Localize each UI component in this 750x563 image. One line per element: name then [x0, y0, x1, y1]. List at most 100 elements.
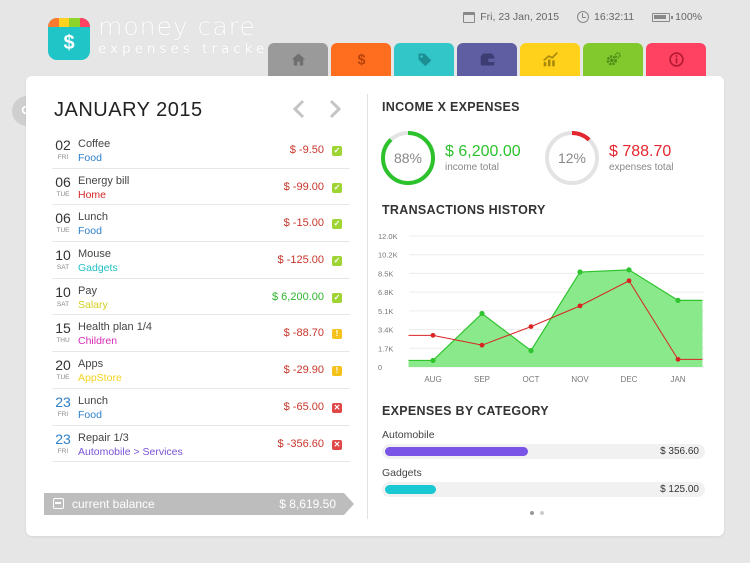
tab-home[interactable] [268, 43, 328, 76]
page-dot[interactable] [530, 511, 534, 515]
expenses-by-category-title: EXPENSES BY CATEGORY [382, 404, 549, 418]
transaction-name: Health plan 1/4 [78, 321, 152, 334]
transaction-day: 10 [55, 283, 71, 300]
transaction-day: 20 [55, 357, 71, 374]
logo-strip [79, 18, 90, 27]
transaction-weekday: FRI [57, 154, 69, 161]
tab-reports[interactable] [520, 43, 580, 76]
info-icon [668, 52, 684, 67]
income-arc [381, 131, 435, 185]
category-bar-fill [385, 485, 436, 494]
warning-icon[interactable]: ! [332, 366, 342, 377]
transaction-row[interactable]: 02 FRI Coffee Food $ -9.50 ✓ [52, 132, 350, 169]
transaction-weekday: TUE [56, 374, 70, 382]
data-point [626, 267, 632, 273]
logo-strip [58, 18, 69, 27]
check-icon[interactable]: ✓ [332, 292, 342, 303]
transaction-amount: $ -15.00 [283, 217, 324, 230]
check-icon[interactable]: ✓ [332, 146, 342, 156]
y-tick-label: 0 [378, 363, 382, 372]
dollar-icon: $ [357, 53, 365, 68]
transaction-row[interactable]: 06 TUE Lunch Food $ -15.00 ✓ [52, 205, 350, 243]
status-bar: Fri, 23 Jan, 2015 16:32:11 100% [463, 11, 702, 23]
current-balance-bar: current balance $ 8,619.50 [44, 493, 354, 515]
transaction-weekday: SAT [56, 300, 70, 308]
data-point [430, 357, 436, 364]
transaction-day: 10 [55, 247, 71, 264]
month-title: JANUARY 2015 [54, 99, 203, 121]
x-tick-label: JAN [670, 375, 685, 384]
warning-icon[interactable]: ! [332, 329, 342, 340]
transaction-row[interactable]: 06 TUE Energy bill Home $ -99.00 ✓ [52, 169, 350, 206]
series-area [408, 269, 703, 367]
cross-icon[interactable]: ✕ [332, 439, 342, 450]
x-tick-label: OCT [523, 375, 540, 384]
transaction-row[interactable]: 15 THU Health plan 1/4 Children $ -88.70! [52, 315, 350, 353]
transaction-category: Gadgets [78, 262, 118, 275]
tab-accounts[interactable] [457, 43, 517, 76]
transaction-weekday: SAT [56, 264, 70, 272]
transaction-row[interactable]: 10 SAT Mouse Gadgets $ -125.00 ✓ [52, 242, 350, 279]
check-icon[interactable]: ✓ [332, 182, 342, 193]
transaction-name: Energy bill [78, 174, 130, 187]
income-expenses-title: INCOME X EXPENSES [382, 100, 520, 114]
data-point [675, 356, 681, 362]
transaction-category: Home [78, 188, 107, 201]
y-tick-label: 6.8K [378, 288, 393, 297]
data-point [577, 269, 583, 275]
transaction-weekday: TUE [56, 227, 70, 235]
y-tick-label: 3.4K [378, 326, 393, 335]
chevron-right-icon[interactable] [326, 98, 344, 120]
gear-icon [606, 52, 621, 66]
tab-categories[interactable] [394, 43, 454, 76]
transaction-row[interactable]: 10 SAT Pay Salary $ 6,200.00 ✓ [52, 279, 350, 316]
transaction-day: 23 [55, 393, 71, 410]
transaction-amount: $ 6,200.00 [272, 290, 324, 303]
svg-text:$: $ [357, 53, 365, 68]
transaction-row[interactable]: 23 FRI Lunch Food $ -65.00 ✕ [52, 389, 350, 426]
transaction-name: Pay [78, 284, 97, 297]
check-icon[interactable]: ✓ [332, 256, 342, 267]
data-point [626, 278, 632, 284]
tab-transactions[interactable]: $ [331, 43, 391, 76]
income-percent: 88% [393, 150, 423, 166]
status-time: 16:32:11 [594, 11, 635, 23]
transaction-amount: $ -29.90 [283, 364, 324, 377]
category-bar-automobile[interactable]: $ 356.60 [382, 444, 705, 459]
transaction-day: 06 [55, 173, 71, 190]
transaction-name: Lunch [78, 211, 108, 224]
transaction-row[interactable]: 20 TUE Apps AppStore $ -29.90! [52, 352, 350, 389]
data-point [479, 310, 485, 317]
page-dot[interactable] [540, 511, 544, 515]
category-bar-fill [385, 447, 528, 456]
expenses-arc [545, 131, 599, 185]
tab-settings[interactable] [583, 43, 643, 76]
transaction-category: Salary [78, 298, 108, 311]
check-icon[interactable]: ✓ [332, 219, 342, 230]
series-line [408, 280, 703, 360]
main-tabs: $ [268, 43, 706, 76]
y-tick-label: 5.1K [378, 307, 393, 316]
y-tick-label: 1.7K [378, 344, 393, 353]
transaction-day: 15 [55, 320, 71, 337]
chevron-left-icon[interactable] [290, 98, 308, 120]
expenses-label: expenses total [609, 162, 674, 173]
transaction-category: Food [78, 408, 102, 421]
transaction-amount: $ -356.60 [277, 437, 324, 450]
cross-icon[interactable]: ✕ [332, 402, 342, 413]
logo-dollar-icon: $ [63, 32, 75, 54]
transaction-amount: $ -88.70 [283, 327, 324, 340]
category-bar-label: Automobile [382, 429, 435, 441]
status-date: Fri, 23 Jan, 2015 [480, 11, 560, 23]
main-card: JANUARY 2015 02 FRI Coffee Food $ -9.50 ✓ 06 TU… [26, 76, 724, 536]
category-bar-gadgets[interactable]: $ 125.00 [382, 482, 705, 497]
x-tick-label: SEP [474, 375, 490, 384]
column-divider [367, 94, 368, 519]
tab-info[interactable] [646, 43, 706, 76]
transaction-row[interactable]: 23 FRI Repair 1/3 Automobile > Services $ -3… [52, 426, 350, 463]
income-amount: $ 6,200.00 [445, 143, 521, 160]
brand: money care expenses tracker [98, 14, 278, 57]
app-subtitle: expenses tracker [98, 41, 278, 57]
transaction-day: 02 [55, 137, 71, 153]
page-indicator[interactable] [530, 511, 544, 515]
